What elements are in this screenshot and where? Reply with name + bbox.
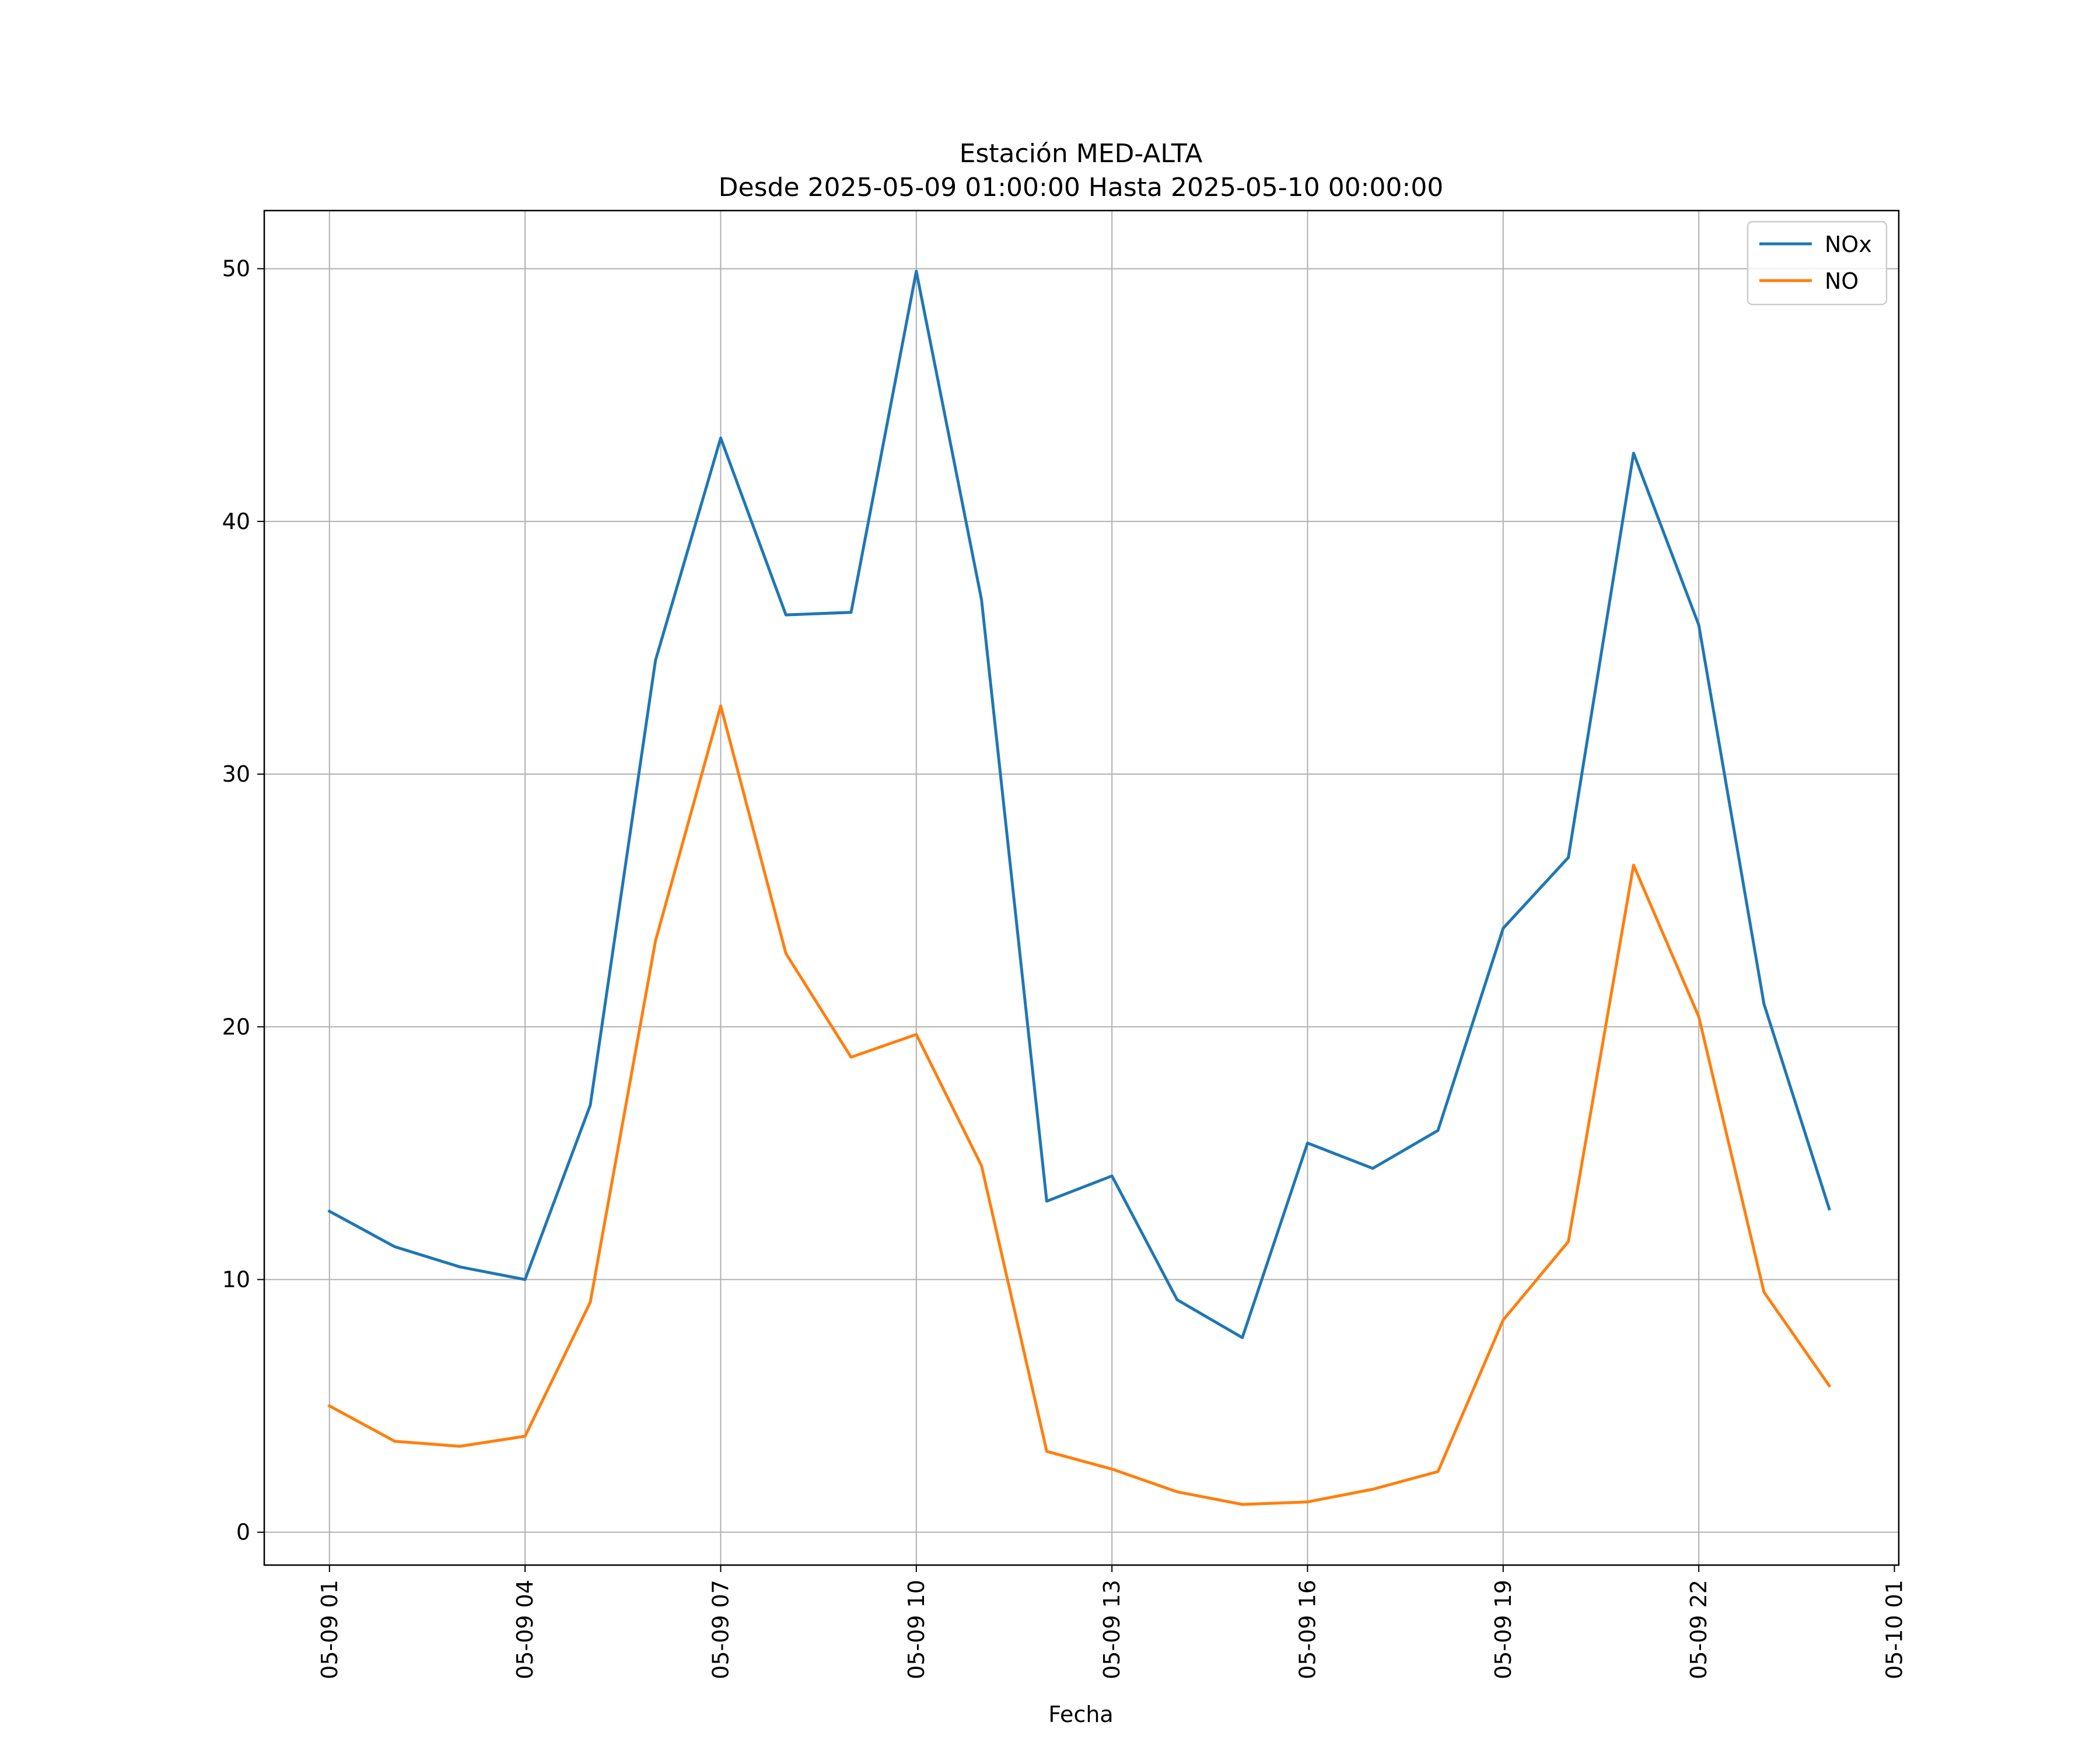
- x-tick-label: 05-09 01: [317, 1580, 342, 1679]
- y-tick-label: 40: [222, 509, 250, 534]
- y-tick-label: 50: [222, 256, 250, 282]
- x-tick-label: 05-09 07: [708, 1580, 733, 1679]
- y-tick-label: 30: [222, 761, 250, 787]
- x-axis-ticks: 05-09 01 05-09 04 05-09 07 05-09 10 05-09 13…: [317, 1565, 1908, 1679]
- y-axis-ticks: 0 10 20 30 40 50: [222, 256, 264, 1545]
- x-tick-label: 05-09 16: [1295, 1580, 1321, 1679]
- x-axis-label: Fecha: [1048, 1702, 1113, 1727]
- chart-subtitle: Desde 2025-05-09 01:00:00 Hasta 2025-05-…: [719, 173, 1444, 202]
- chart-title: Estación MED-ALTA Desde 2025-05-09 01:00…: [719, 139, 1444, 202]
- legend: NOx NO: [1746, 220, 1888, 306]
- x-tick-label: 05-09 22: [1686, 1580, 1712, 1679]
- series-line-no: [327, 704, 1832, 1506]
- legend-label-no: NO: [1825, 268, 1859, 294]
- series-lines: [327, 270, 1832, 1506]
- x-tick-label: 05-09 10: [904, 1580, 929, 1679]
- y-tick-label: 10: [222, 1266, 250, 1292]
- series-line-nox: [327, 270, 1831, 1339]
- plot-area-frame: [263, 209, 1900, 1566]
- x-tick-label: 05-09 13: [1099, 1580, 1125, 1679]
- x-tick-label: 05-09 19: [1490, 1580, 1516, 1679]
- x-tick-label: 05-10 01: [1882, 1580, 1908, 1679]
- chart-title-line-1: Estación MED-ALTA: [960, 139, 1203, 169]
- grid: [264, 211, 1899, 1565]
- legend-label-nox: NOx: [1825, 232, 1872, 257]
- y-tick-label: 20: [222, 1014, 250, 1040]
- x-tick-label: 05-09 04: [512, 1580, 538, 1679]
- y-tick-label: 0: [236, 1520, 250, 1545]
